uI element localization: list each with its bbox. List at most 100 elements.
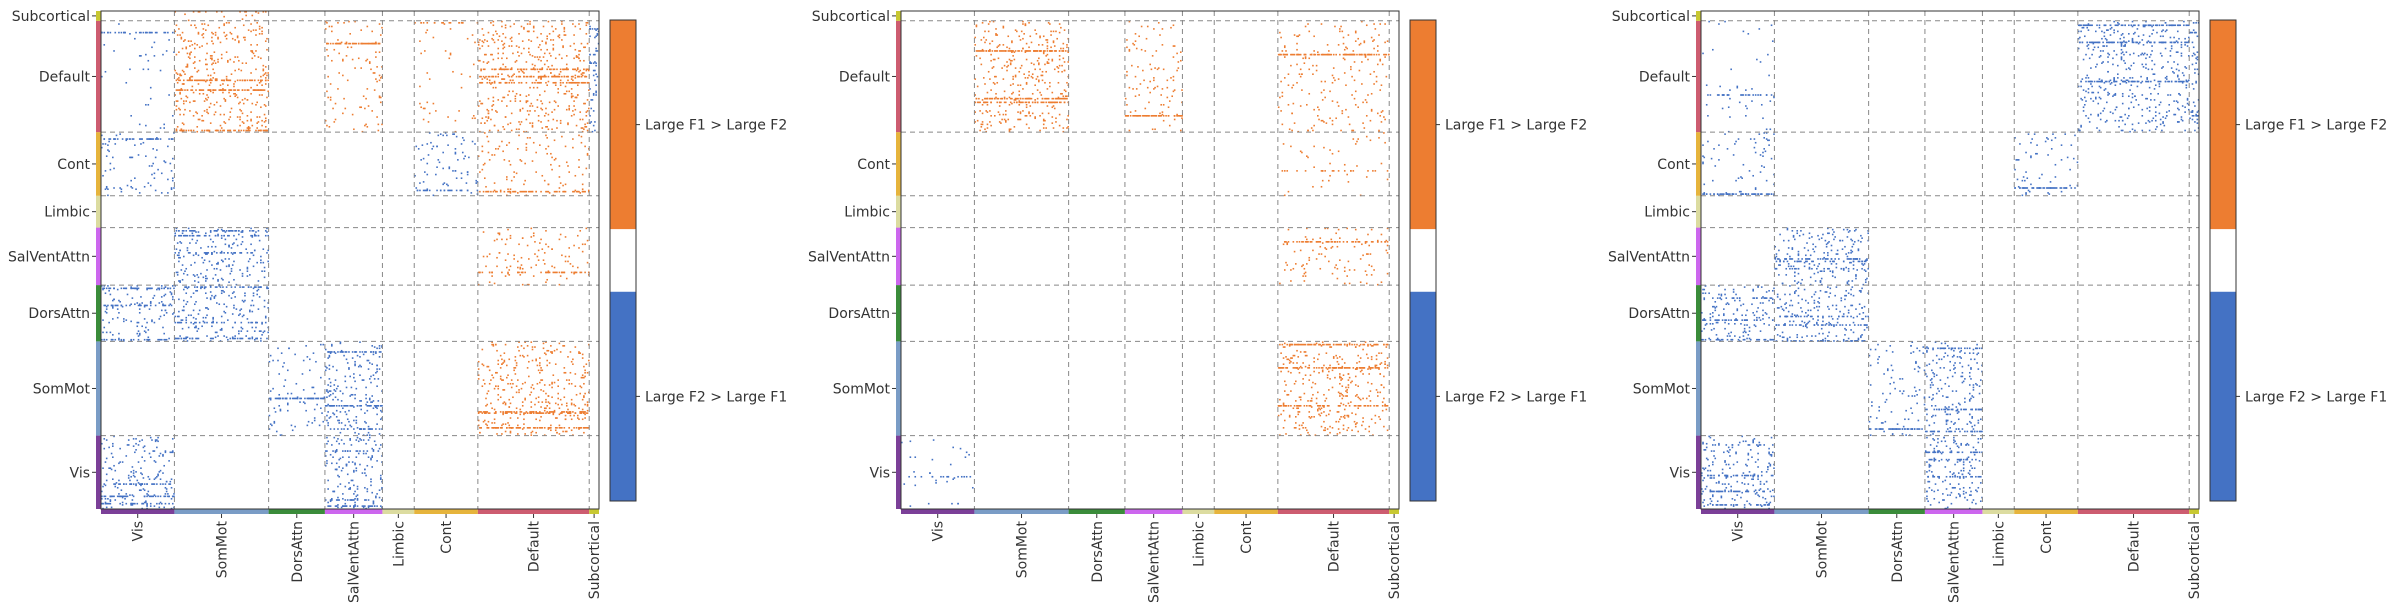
heatmap-cell-orange [360, 106, 362, 108]
heatmap-cell-blue [167, 146, 169, 148]
heatmap-cell-orange [983, 77, 985, 79]
heatmap-cell-orange [176, 130, 178, 132]
heatmap-cell-blue [211, 253, 213, 255]
heatmap-cell-blue [133, 483, 135, 485]
heatmap-cell-orange [216, 102, 218, 104]
heatmap-cell-orange [479, 100, 481, 102]
heatmap-cell-blue [232, 230, 234, 232]
heatmap-cell-orange [178, 51, 180, 53]
heatmap-cell-blue [595, 50, 597, 52]
heatmap-cell-blue [154, 295, 156, 297]
heatmap-cell-orange [557, 404, 559, 406]
heatmap-cell-orange [502, 126, 504, 128]
heatmap-cell-orange [532, 384, 534, 386]
heatmap-cell-orange [1004, 102, 1006, 104]
heatmap-cell-orange [260, 130, 262, 132]
heatmap-cell-blue [178, 311, 180, 313]
heatmap-cell-blue [444, 190, 446, 192]
heatmap-cell-orange [544, 91, 546, 93]
heatmap-cell-orange [495, 148, 497, 150]
heatmap-cell-orange [1288, 371, 1290, 373]
heatmap-cell-blue [209, 261, 211, 263]
heatmap-cell-blue [433, 195, 435, 197]
heatmap-cell-blue [145, 104, 147, 106]
heatmap-cell-orange [489, 253, 491, 255]
heatmap-cell-blue [308, 421, 310, 423]
heatmap-cell-orange [229, 32, 231, 34]
heatmap-cell-blue [464, 155, 466, 157]
heatmap-cell-orange [1308, 411, 1310, 413]
heatmap-cell-orange [266, 130, 268, 132]
heatmap-cell-orange [543, 26, 545, 28]
heatmap-cell-blue [256, 262, 258, 264]
heatmap-cell-orange [528, 31, 530, 33]
heatmap-cell-blue [327, 357, 329, 359]
heatmap-cell-blue [365, 394, 367, 396]
heatmap-cell-orange [518, 46, 520, 48]
heatmap-cell-orange [488, 98, 490, 100]
heatmap-cell-orange [532, 360, 534, 362]
heatmap-cell-orange [233, 89, 235, 91]
heatmap-cell-orange [500, 411, 502, 413]
heatmap-cell-blue [156, 476, 158, 478]
heatmap-cell-blue [449, 166, 451, 168]
heatmap-cell-orange [236, 94, 238, 96]
heatmap-cell-blue [371, 428, 373, 430]
heatmap-cell-blue [253, 266, 255, 268]
heatmap-cell-blue [356, 470, 358, 472]
heatmap-cell-blue [171, 478, 173, 480]
heatmap-cell-orange [550, 164, 552, 166]
heatmap-cell-orange [1286, 344, 1288, 346]
heatmap-cell-orange [227, 84, 229, 86]
heatmap-cell-blue [144, 483, 146, 485]
heatmap-cell-orange [1045, 127, 1047, 129]
heatmap-cell-blue [107, 305, 109, 307]
heatmap-cell-blue [149, 478, 151, 480]
heatmap-cell-orange [250, 87, 252, 89]
heatmap-cell-blue [198, 328, 200, 330]
heatmap-cell-orange [546, 49, 548, 51]
y-tick-label-salventattn: SalVentAttn [8, 249, 90, 265]
heatmap-cell-orange [1006, 61, 1008, 63]
heatmap-cell-orange [546, 360, 548, 362]
heatmap-cell-orange [190, 130, 192, 132]
heatmap-cell-blue [206, 297, 208, 299]
heatmap-cell-orange [229, 116, 231, 118]
heatmap-cell-orange [564, 31, 566, 33]
heatmap-cell-orange [494, 154, 496, 156]
heatmap-cell-blue [170, 483, 172, 485]
heatmap-cell-orange [556, 272, 558, 274]
heatmap-cell-blue [320, 377, 322, 379]
heatmap-cell-blue [196, 286, 198, 288]
heatmap-cell-orange [982, 99, 984, 101]
heatmap-cell-blue [424, 171, 426, 173]
heatmap-cell-orange [508, 406, 510, 408]
heatmap-cell-orange [1047, 88, 1049, 90]
heatmap-cell-blue [371, 455, 373, 457]
heatmap-cell-orange [561, 404, 563, 406]
heatmap-cell-orange [189, 77, 191, 79]
heatmap-cell-orange [182, 32, 184, 34]
heatmap-cell-blue [352, 461, 354, 463]
heatmap-cell-orange [1058, 71, 1060, 73]
heatmap-cell-orange [484, 132, 486, 134]
heatmap-cell-orange [1043, 124, 1045, 126]
heatmap-cell-blue [105, 498, 107, 500]
heatmap-cell-blue [138, 330, 140, 332]
heatmap-cell-blue [155, 461, 157, 463]
heatmap-cell-orange [376, 81, 378, 83]
heatmap-cell-blue [222, 230, 224, 232]
heatmap-cell-orange [545, 113, 547, 115]
heatmap-cell-orange [1056, 38, 1058, 40]
heatmap-cell-blue [225, 239, 227, 241]
heatmap-cell-orange [505, 243, 507, 245]
heatmap-cell-blue [466, 182, 468, 184]
heatmap-cell-orange [352, 114, 354, 116]
heatmap-cell-orange [515, 61, 517, 63]
heatmap-cell-blue [118, 493, 120, 495]
heatmap-cell-orange [1011, 93, 1013, 95]
heatmap-cell-orange [1028, 71, 1030, 73]
heatmap-cell-orange [1312, 382, 1314, 384]
heatmap-cell-orange [575, 26, 577, 28]
heatmap-cell-blue [590, 108, 592, 110]
